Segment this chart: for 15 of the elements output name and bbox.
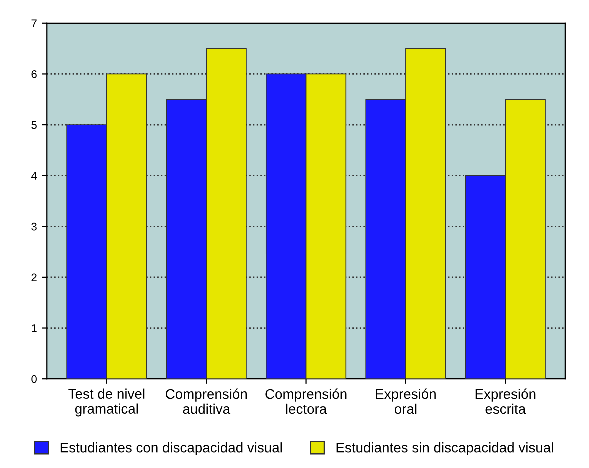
y-tick-label: 4 bbox=[31, 172, 38, 180]
x-tick-label: Comprensión auditiva bbox=[166, 388, 248, 414]
y-tick-label: 2 bbox=[32, 274, 37, 282]
y-tick-label: 6 bbox=[32, 70, 37, 78]
legend-label: Estudiantes con discapacidad visual bbox=[60, 442, 282, 456]
legend-label: Estudiantes sin discapacidad visual bbox=[336, 442, 554, 456]
x-tick-label: Expresión oral bbox=[376, 388, 436, 414]
x-tick-label: Expresión escrita bbox=[476, 388, 536, 414]
y-tick-label: 5 bbox=[32, 121, 37, 130]
x-tick-label: Comprensión lectora bbox=[266, 388, 347, 414]
y-tick-label: 1 bbox=[32, 324, 37, 332]
y-tick-label: 0 bbox=[32, 375, 37, 384]
y-tick-label: 7 bbox=[32, 20, 37, 28]
y-tick-label: 3 bbox=[32, 222, 37, 231]
x-tick-label: Test de nivel gramatical bbox=[68, 388, 145, 417]
